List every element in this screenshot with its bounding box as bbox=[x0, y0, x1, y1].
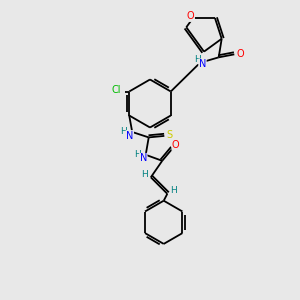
Text: N: N bbox=[140, 153, 147, 164]
Text: H: H bbox=[194, 55, 200, 64]
Text: H: H bbox=[120, 128, 127, 136]
Text: H: H bbox=[170, 186, 177, 195]
Text: N: N bbox=[199, 59, 206, 69]
Text: H: H bbox=[141, 170, 148, 179]
Text: H: H bbox=[134, 150, 141, 159]
Text: N: N bbox=[126, 130, 134, 141]
Text: O: O bbox=[187, 11, 194, 22]
Text: O: O bbox=[172, 140, 179, 150]
Text: O: O bbox=[236, 49, 244, 59]
Text: Cl: Cl bbox=[112, 85, 121, 95]
Text: S: S bbox=[167, 130, 173, 140]
